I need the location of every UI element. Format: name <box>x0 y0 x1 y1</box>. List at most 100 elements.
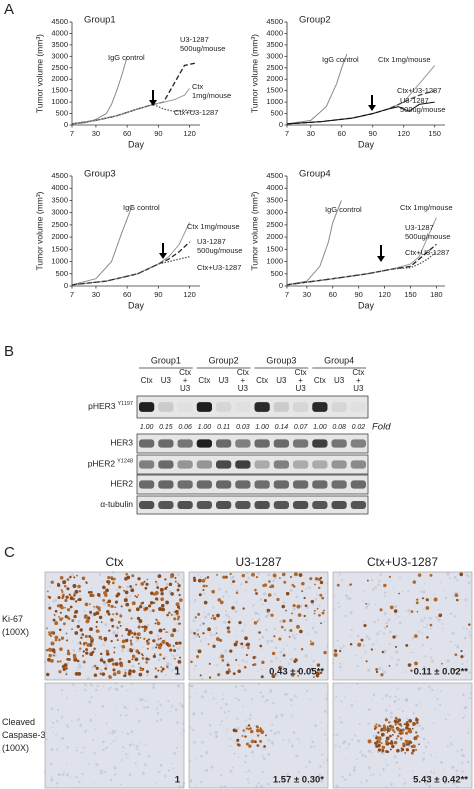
stained-cell <box>410 751 414 755</box>
stained-cell <box>319 576 323 580</box>
tissue-texture <box>66 725 70 728</box>
stained-cell <box>117 620 121 624</box>
stained-cell <box>154 675 158 679</box>
tissue-texture <box>249 713 252 717</box>
stained-cell <box>77 598 80 601</box>
tissue-texture <box>378 630 381 633</box>
score: 1 <box>175 775 181 786</box>
stained-cell <box>80 636 83 640</box>
stained-cell <box>81 576 86 581</box>
blot-band <box>216 480 232 489</box>
tissue-texture <box>136 748 139 751</box>
tissue-texture <box>129 595 132 598</box>
stained-cell <box>150 591 154 596</box>
stained-cell <box>131 654 136 659</box>
tissue-texture <box>388 682 391 685</box>
blot-band <box>139 439 155 448</box>
stained-cell <box>393 740 398 745</box>
tissue-texture <box>468 696 472 700</box>
stained-cell <box>232 672 236 676</box>
tissue-texture <box>305 765 308 768</box>
stained-cell <box>146 578 149 581</box>
tissue-texture <box>316 593 318 596</box>
stained-cell <box>118 657 122 661</box>
lane-label: U3 <box>276 376 287 385</box>
tissue-texture <box>368 723 371 725</box>
y-tick-label: 1000 <box>266 257 283 266</box>
tissue-texture <box>422 737 426 741</box>
stained-cell <box>394 723 397 726</box>
tissue-texture <box>127 582 129 584</box>
stained-cell <box>391 744 395 749</box>
stained-cell <box>93 664 97 668</box>
tissue-texture <box>55 733 58 736</box>
row-label: Ki-67 <box>2 614 23 624</box>
stained-cell <box>249 729 254 734</box>
tissue-texture <box>175 623 178 625</box>
tissue-texture <box>101 581 104 583</box>
stained-cell <box>285 591 290 596</box>
tissue-texture <box>199 639 203 643</box>
tissue-texture <box>266 642 269 645</box>
tissue-texture <box>275 656 278 660</box>
tissue-texture <box>347 742 351 746</box>
stained-cell <box>162 657 165 660</box>
y-tick-label: 3500 <box>266 195 283 204</box>
tissue-texture <box>192 728 195 731</box>
stained-cell <box>397 722 400 725</box>
stained-cell <box>319 580 324 585</box>
x-tick-label: 7 <box>285 129 289 138</box>
tissue-texture <box>377 583 380 586</box>
stained-cell <box>123 598 128 603</box>
row-label: pHER3 Y1197 <box>88 401 133 411</box>
stained-cell <box>193 578 197 582</box>
blot-band <box>293 501 309 509</box>
stained-cell <box>278 637 282 641</box>
stained-cell <box>210 617 213 620</box>
tissue-texture <box>295 633 298 636</box>
stained-cell <box>296 624 300 629</box>
blot-band <box>254 460 270 469</box>
fold-value: 1.00 <box>313 424 327 431</box>
tissue-texture <box>430 656 433 659</box>
tissue-texture <box>216 702 218 704</box>
stained-cell <box>123 589 126 592</box>
stained-cell <box>176 617 180 621</box>
series-line <box>286 243 437 286</box>
stained-cell <box>271 674 276 679</box>
blot-band <box>350 439 366 448</box>
tissue-texture <box>167 769 171 772</box>
tissue-texture <box>260 784 264 788</box>
tissue-texture <box>269 639 273 643</box>
stained-cell <box>152 639 156 643</box>
stained-cell <box>403 744 406 747</box>
y-tick-label: 1500 <box>266 86 283 95</box>
tissue-texture <box>423 616 426 620</box>
stained-cell <box>285 609 287 612</box>
tissue-texture <box>226 717 228 719</box>
stained-cell <box>217 673 221 677</box>
tissue-texture <box>286 773 290 776</box>
tissue-texture <box>271 744 274 746</box>
tissue-texture <box>333 644 336 647</box>
stained-cell <box>98 635 103 640</box>
x-tick-label: 120 <box>183 290 196 299</box>
tissue-texture <box>193 741 196 744</box>
stained-cell <box>370 648 373 651</box>
stained-cell <box>170 613 173 616</box>
tissue-texture <box>290 704 292 706</box>
tissue-texture <box>176 684 181 688</box>
tissue-texture <box>183 712 185 715</box>
stained-cell <box>238 620 242 625</box>
tissue-texture <box>462 754 466 758</box>
stained-cell <box>66 587 70 591</box>
stained-cell <box>134 657 139 662</box>
tissue-texture <box>309 745 313 749</box>
stained-cell <box>256 620 259 622</box>
stained-cell <box>104 667 108 670</box>
y-tick-label: 3000 <box>266 208 283 217</box>
tissue-texture <box>462 716 465 719</box>
tissue-texture <box>382 670 386 674</box>
tissue-texture <box>203 615 208 619</box>
stained-cell <box>309 640 312 643</box>
